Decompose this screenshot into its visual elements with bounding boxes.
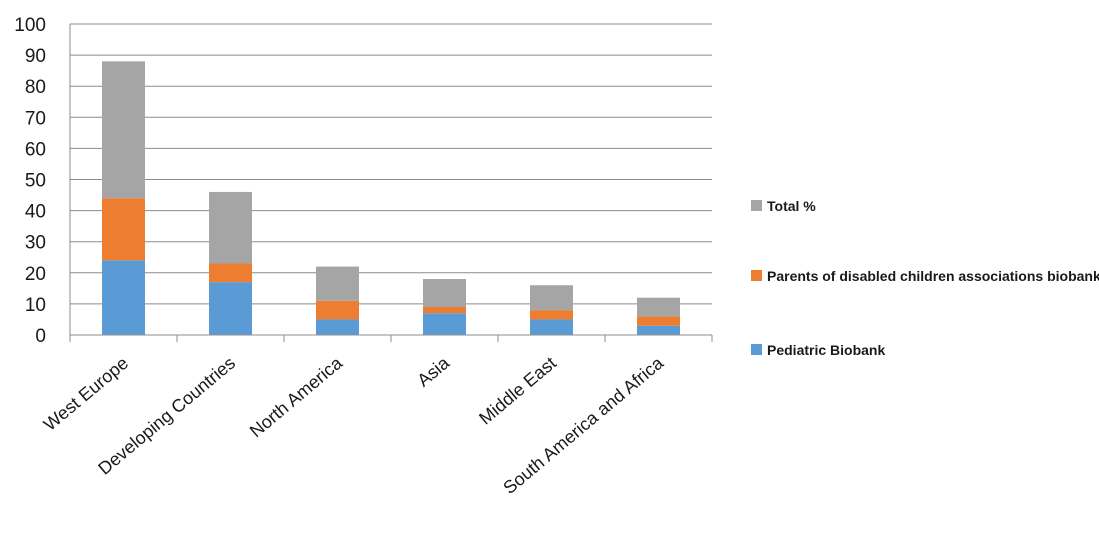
y-tick-label: 60 (25, 139, 46, 160)
bar-segment (637, 325, 680, 335)
legend-label: Pediatric Biobank (767, 342, 885, 358)
x-tick-label: West Europe (40, 353, 132, 435)
legend-label: Parents of disabled children association… (767, 268, 1099, 284)
y-tick-label: 70 (25, 108, 46, 129)
x-tick-label: North America (246, 352, 347, 441)
bar-segment (530, 285, 573, 311)
legend-label: Total % (767, 198, 816, 214)
bar-segment (209, 263, 252, 283)
bar-segment (530, 319, 573, 335)
axes (69, 24, 713, 342)
bar-segment (316, 319, 359, 335)
x-tick-label: Middle East (475, 353, 560, 429)
bar-segment (423, 313, 466, 335)
y-tick-label: 100 (14, 15, 46, 36)
y-tick-labels: 0 10 20 30 40 50 60 70 80 90 100 (14, 15, 46, 347)
bar-segment (102, 61, 145, 199)
bar-segment (530, 310, 573, 320)
bar-segment (102, 198, 145, 261)
bar-segment (423, 279, 466, 308)
y-tick-label: 80 (25, 77, 46, 98)
y-tick-label: 0 (35, 326, 46, 347)
x-tick-label: Asia (413, 352, 453, 390)
bar-segment (637, 297, 680, 317)
y-tick-label: 20 (25, 264, 46, 285)
legend: Total % Parents of disabled children asso… (751, 198, 1099, 358)
bar-segment (316, 266, 359, 301)
legend-swatch (751, 200, 762, 211)
y-tick-label: 10 (25, 295, 46, 316)
bar-segment (209, 191, 252, 264)
bar-segment (423, 307, 466, 314)
y-tick-label: 40 (25, 202, 46, 223)
bar-segment (102, 260, 145, 335)
legend-swatch (751, 344, 762, 355)
y-tick-label: 50 (25, 171, 46, 192)
y-tick-label: 30 (25, 233, 46, 254)
bar-segment (316, 300, 359, 320)
bars (102, 61, 680, 335)
gridlines (70, 23, 712, 305)
legend-swatch (751, 270, 762, 281)
bar-segment (637, 316, 680, 326)
bar-segment (209, 282, 252, 335)
y-tick-label: 90 (25, 46, 46, 67)
